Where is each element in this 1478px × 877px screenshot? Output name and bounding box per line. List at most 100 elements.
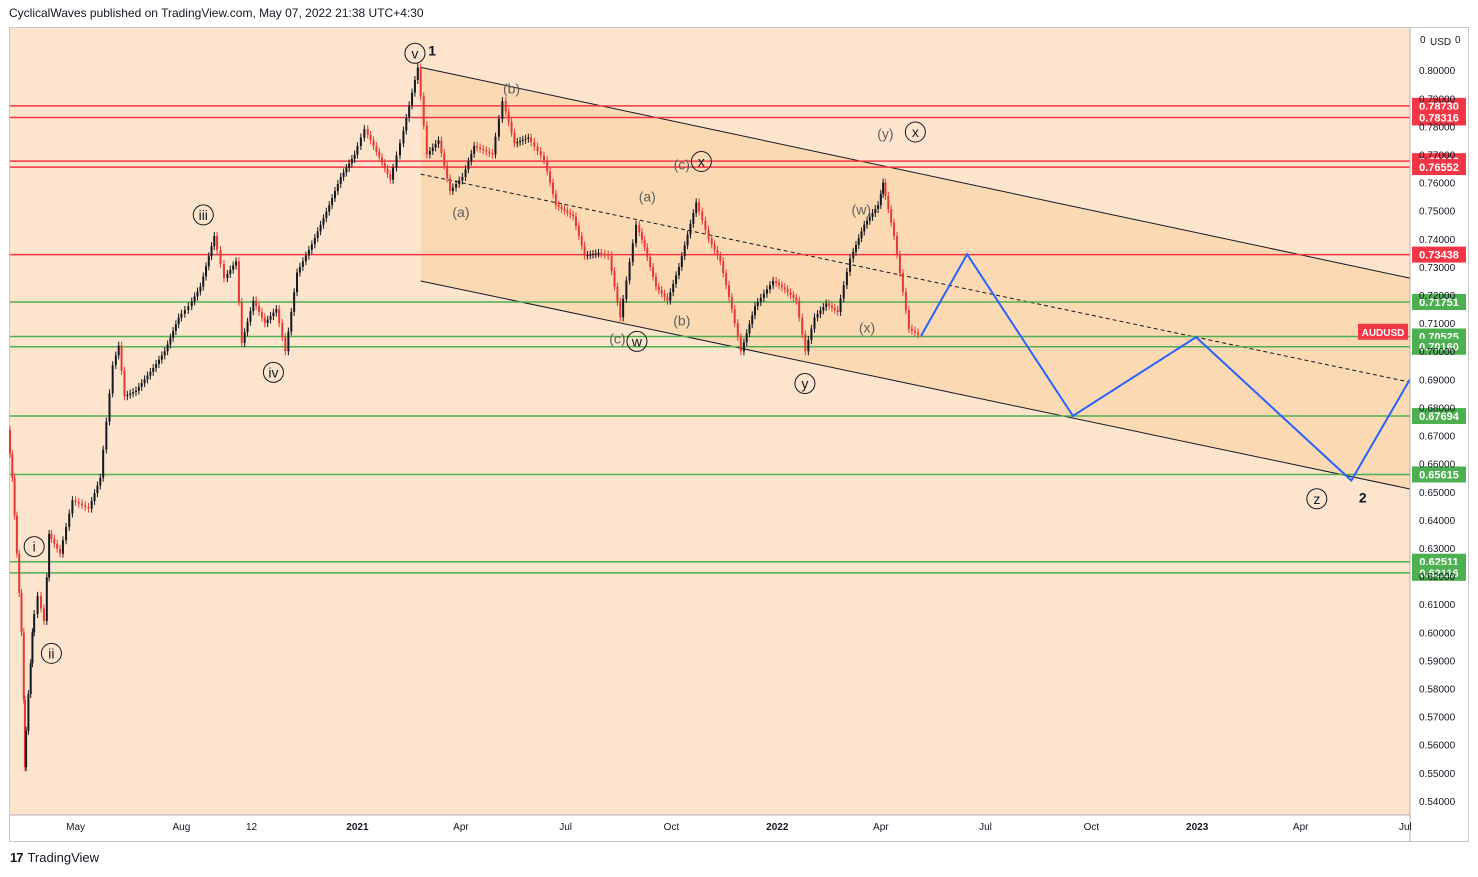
price-candle-body (801, 317, 804, 335)
price-candle-body (890, 209, 893, 223)
price-candle-body (519, 140, 522, 143)
price-candle-body (31, 632, 34, 664)
price-candle-body (96, 485, 99, 494)
price-candle-body (408, 105, 411, 118)
price-candle-body (574, 216, 577, 227)
price-candle-body (246, 321, 249, 333)
price-candle-body (751, 315, 754, 325)
price-candle-body (222, 264, 225, 279)
time-tick-label: 2022 (766, 822, 789, 833)
price-candle-body (482, 148, 485, 151)
price-candle-body (485, 150, 488, 152)
price-candle-body (313, 237, 316, 245)
price-candle-body (93, 493, 96, 501)
time-tick-label: Apr (453, 822, 469, 833)
price-candle-body (646, 247, 649, 258)
price-candle-body (9, 429, 11, 454)
wave-label: w (631, 333, 643, 349)
tradingview-footer[interactable]: 17 TradingView (10, 850, 99, 865)
price-candle-body (74, 500, 77, 502)
price-candle-body (613, 271, 616, 287)
price-candle-body (762, 293, 765, 298)
price-candle-body (389, 174, 392, 180)
price-candle-body (625, 280, 628, 299)
price-candle-body (597, 252, 600, 254)
price-candle-body (879, 193, 882, 206)
price-candle-body (819, 310, 822, 314)
price-candle-body (451, 187, 454, 192)
price-candle-body (577, 226, 580, 236)
price-candle-body (857, 238, 860, 245)
price-candle-body (155, 363, 158, 369)
price-candle-body (666, 297, 669, 301)
price-candle-body (446, 165, 449, 179)
price-candle-body (27, 694, 30, 731)
price-tick-label: 0.77000 (1419, 150, 1456, 161)
wave-label: (w) (852, 201, 871, 217)
price-candle-body (663, 293, 666, 298)
price-candle-body (284, 337, 287, 352)
symbol-badge[interactable] (1358, 323, 1408, 340)
price-tick-label: 0.64000 (1419, 516, 1456, 527)
price-candle-body (333, 191, 336, 199)
price-candle-body (172, 330, 175, 338)
price-candle-body (243, 332, 246, 343)
price-candle-body (798, 300, 801, 318)
resistance-level-badge-label: 0.78316 (1419, 112, 1459, 124)
wave-label-circle (1306, 488, 1328, 510)
price-candle-body (828, 303, 831, 306)
price-candle-body (87, 506, 90, 509)
price-candle-body (132, 391, 135, 394)
wave-label-circle (794, 373, 816, 395)
wave-projection-line[interactable] (920, 252, 1411, 483)
price-candle-body (359, 137, 362, 147)
price-candle-body (600, 252, 603, 254)
price-candle-body (22, 632, 25, 700)
price-candle-body (640, 232, 643, 240)
price-candle-body (263, 317, 266, 324)
price-candle-body (910, 328, 913, 331)
price-candle-body (129, 393, 132, 395)
wave-label-circle (40, 642, 62, 664)
price-candle-body (428, 150, 431, 155)
price-candle-body (513, 132, 516, 144)
price-candle-body (68, 513, 71, 527)
price-candle-body (120, 345, 123, 371)
price-candle-body (199, 286, 202, 292)
wave-label-circle (404, 42, 426, 64)
price-candle-body (455, 183, 458, 188)
price-candle-body (307, 250, 310, 256)
price-candle-body (461, 176, 464, 181)
time-tick-label: 2023 (1186, 822, 1209, 833)
channel-upper-line[interactable] (420, 66, 1411, 279)
price-candle-body (701, 211, 704, 221)
price-candle-body (622, 298, 625, 318)
time-tick-label: Jul (559, 822, 572, 833)
price-candle-body (440, 140, 443, 154)
price-candle-body (569, 212, 572, 215)
price-candle-body (635, 224, 638, 244)
price-candle-body (536, 146, 539, 152)
price-candle-body (580, 235, 583, 246)
price-candle-body (183, 310, 186, 314)
price-candle-body (778, 283, 781, 286)
price-candle-body (378, 151, 381, 158)
price-candle-body (874, 209, 877, 213)
price-tick-label: 0.61000 (1419, 600, 1456, 611)
price-candle-body (219, 250, 222, 265)
price-candle-body (366, 129, 369, 135)
price-candle-body (822, 306, 825, 311)
price-candle-body (677, 266, 680, 276)
price-candle-body (331, 198, 334, 206)
price-candle-body (583, 245, 586, 256)
channel-lower-line[interactable] (420, 280, 1411, 490)
price-candle-body (868, 216, 871, 221)
price-candle-body (111, 365, 114, 394)
price-candle-body (786, 289, 789, 293)
support-level-badge-label: 0.67694 (1419, 411, 1460, 423)
price-candle-body (742, 342, 745, 352)
price-candle-body (516, 142, 519, 144)
price-candle-body (756, 302, 759, 307)
price-candle-body (845, 271, 848, 286)
